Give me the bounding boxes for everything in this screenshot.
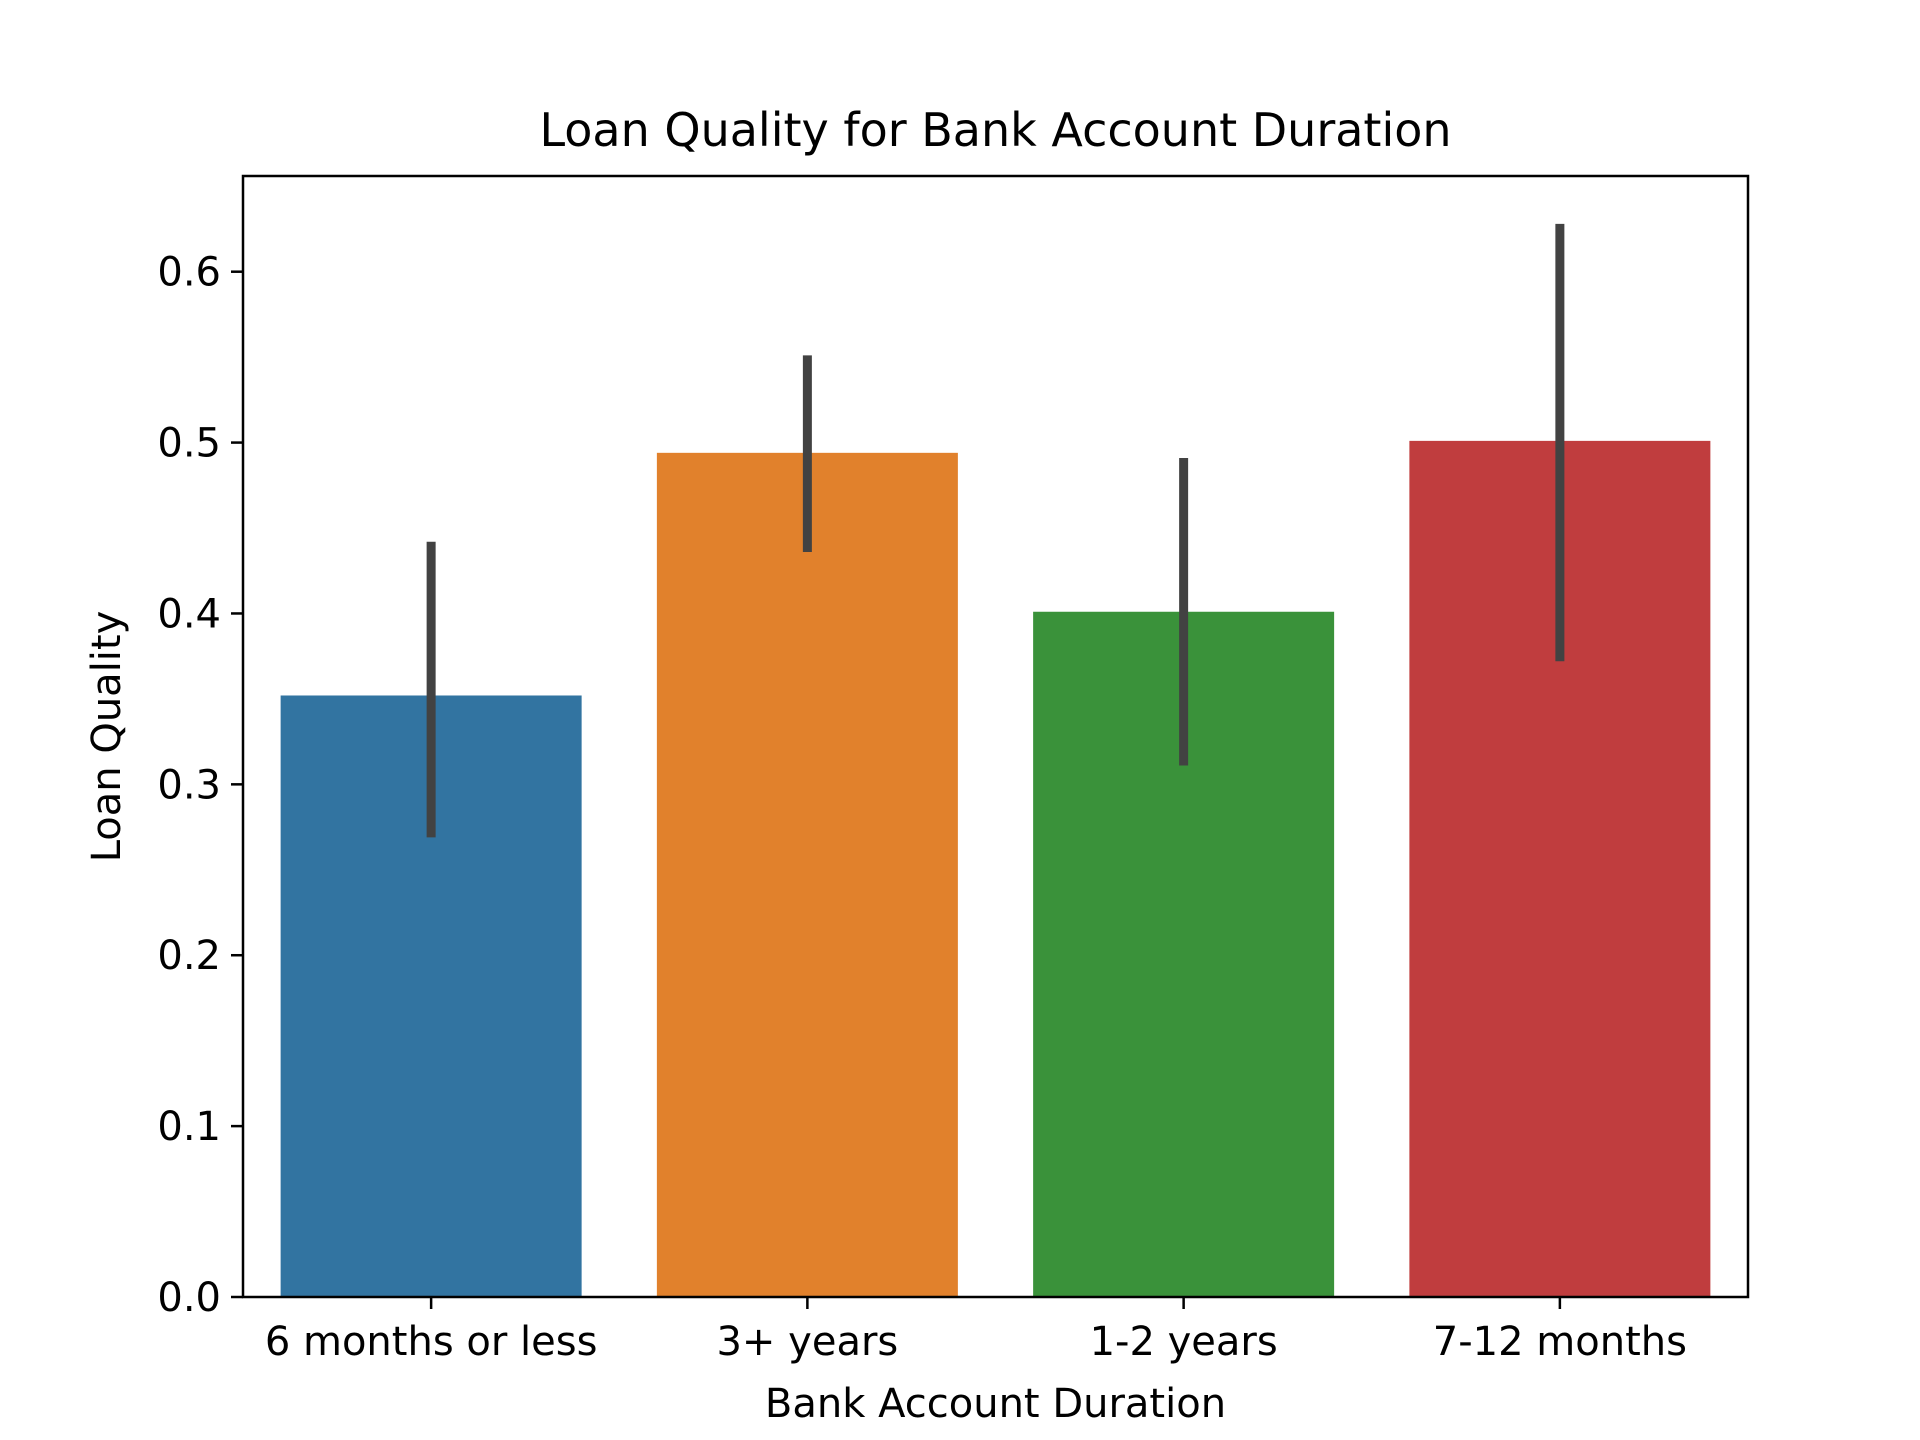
y-axis-label: Loan Quality	[84, 611, 130, 863]
y-axis-ticks: 0.0 0.1 0.2 0.3 0.4 0.5 0.6	[157, 250, 243, 1321]
chart-title: Loan Quality for Bank Account Duration	[539, 103, 1451, 157]
y-tick-label-1: 0.1	[157, 1104, 221, 1150]
x-tick-label-1: 3+ years	[716, 1319, 898, 1365]
y-tick-label-6: 0.6	[157, 250, 221, 296]
y-tick-label-0: 0.0	[157, 1275, 221, 1321]
y-tick-label-5: 0.5	[157, 421, 221, 467]
y-tick-label-4: 0.4	[157, 591, 221, 637]
x-tick-label-0: 6 months or less	[265, 1319, 598, 1365]
plot-frame	[241, 174, 1750, 1299]
y-tick-label-3: 0.3	[157, 762, 221, 808]
x-axis-ticks: 6 months or less 3+ years 1-2 years 7-12 mo…	[265, 1297, 1687, 1365]
error-bars-group	[426, 223, 1565, 838]
bar-1	[656, 452, 958, 1298]
x-tick-label-2: 1-2 years	[1090, 1319, 1278, 1365]
x-tick-label-3: 7-12 months	[1433, 1319, 1687, 1365]
x-axis-label: Bank Account Duration	[765, 1381, 1226, 1427]
y-tick-label-2: 0.2	[157, 933, 221, 979]
